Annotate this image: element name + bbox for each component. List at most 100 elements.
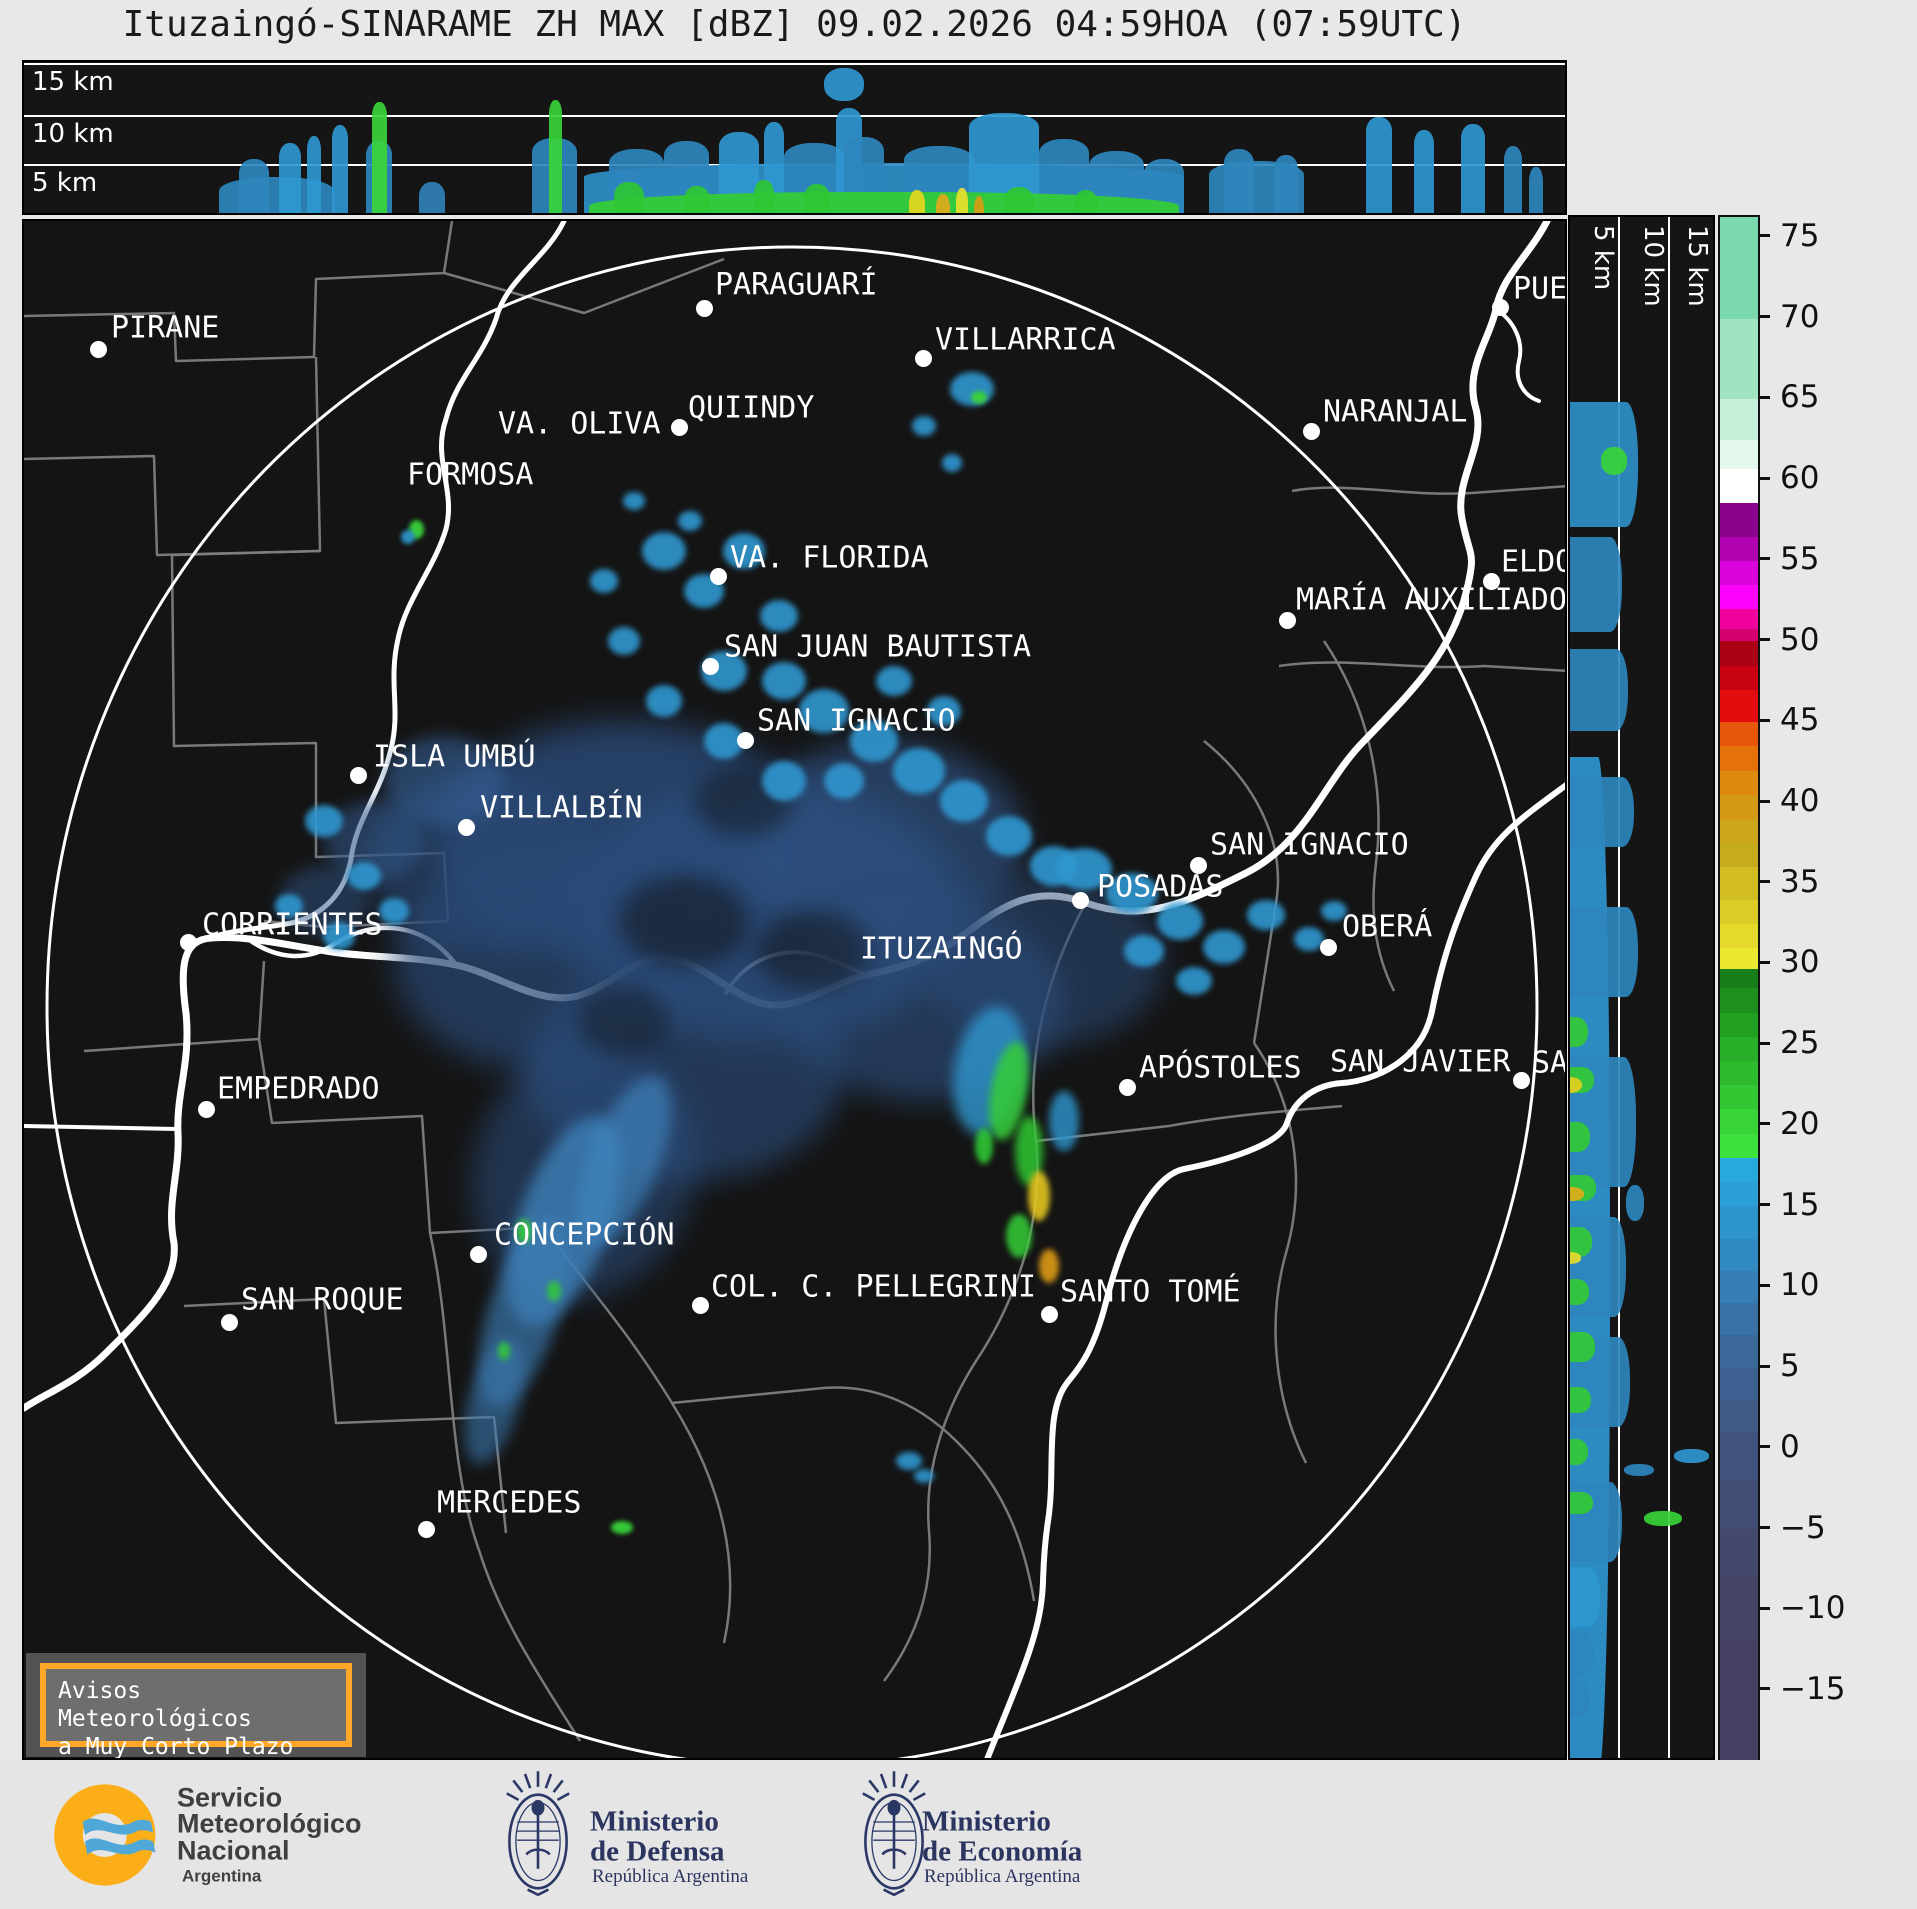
city-label-san-roque: SAN ROQUE	[241, 1282, 404, 1318]
colorbar-segment	[1720, 1642, 1758, 1762]
city-label-va-florida: VA. FLORIDA	[730, 540, 929, 576]
smn-text-line2: Meteorológico	[177, 1808, 362, 1839]
colorbar-segment	[1720, 468, 1758, 503]
right-profile-bar	[1570, 1279, 1589, 1305]
echo-blob	[623, 492, 645, 510]
city-label-obera: OBERÁ	[1342, 909, 1433, 945]
echo-blob	[347, 862, 381, 890]
colorbar-tick-label: −5	[1780, 1509, 1826, 1546]
colorbar-segment	[1720, 843, 1758, 868]
echo-blob	[498, 1342, 510, 1360]
top-profile-bar	[1074, 190, 1098, 213]
colorbar-segment	[1720, 1133, 1758, 1158]
top-profile-echoes	[24, 62, 1565, 213]
colorbar-segment	[1720, 1399, 1758, 1433]
footer: Servicio Meteorológico Nacional Argentin…	[0, 1760, 1917, 1909]
colorbar-segment	[1720, 1036, 1758, 1062]
right-profile-bar	[1570, 1439, 1588, 1465]
colorbar-segment	[1720, 1303, 1758, 1336]
city-label-corrientes: CORRIENTES	[202, 907, 383, 943]
right-10km-line	[1668, 217, 1670, 1758]
right-profile-panel: 5 km 10 km 15 km	[1568, 215, 1715, 1760]
right-height-label-15km: 15 km	[1682, 225, 1712, 307]
city-dot-obera	[1319, 938, 1337, 956]
city-label-villarrica: VILLARRICA	[935, 322, 1116, 358]
smn-text-line4: Argentina	[182, 1866, 262, 1886]
colorbar-tick-label: 0	[1780, 1428, 1800, 1465]
colorbar-tick	[1758, 1687, 1770, 1691]
top-profile-bar	[804, 184, 830, 213]
smn-logo-wave-2	[85, 1838, 156, 1855]
colorbar-segment	[1720, 439, 1758, 469]
right-profile-bar	[1570, 1122, 1590, 1152]
echo-blob	[1203, 930, 1245, 964]
top-profile-bar	[614, 182, 644, 213]
colorbar-tick-label: 25	[1780, 1025, 1820, 1062]
city-label-empedrado: EMPEDRADO	[217, 1071, 380, 1107]
alert-box: Avisos Meteorológicos a Muy Corto Plazo	[26, 1653, 366, 1758]
colorbar-segment	[1720, 899, 1758, 924]
map-panel: PIRANE PARAGUARÍ VILLARRICA QUIINDY VA. OLIV…	[22, 219, 1567, 1760]
right-profile-bar	[1570, 1227, 1592, 1257]
colorbar-segment	[1720, 609, 1758, 629]
colorbar-tick	[1758, 1526, 1770, 1530]
city-dot-villarrica	[914, 349, 932, 367]
top-profile-bar	[1414, 130, 1434, 213]
colorbar-segment	[1720, 1432, 1758, 1481]
colorbar-segment	[1720, 794, 1758, 819]
colorbar-tick	[1758, 880, 1770, 884]
echo-blob	[1006, 1214, 1032, 1258]
border-path	[257, 960, 266, 1040]
city-dot-villalbin	[457, 818, 475, 836]
echo-blob	[1056, 848, 1112, 890]
echo-blob	[619, 876, 749, 966]
colorbar-tick	[1758, 1606, 1770, 1610]
echo-blob	[896, 1452, 922, 1470]
colorbar-segment	[1720, 399, 1758, 440]
colorbar-segment	[1720, 818, 1758, 844]
colorbar-segment	[1720, 923, 1758, 949]
colorbar-segment	[1720, 665, 1758, 690]
city-label-col-c-pellegrini: COL. C. PELLEGRINI	[711, 1269, 1037, 1305]
echo-blob	[516, 1219, 532, 1243]
city-label-apostoles: APÓSTOLES	[1139, 1050, 1302, 1086]
right-height-label-5km: 5 km	[1588, 225, 1618, 291]
colorbar-tick-label: 30	[1780, 944, 1820, 981]
right-profile-bar	[1570, 1632, 1594, 1677]
range-ring	[45, 245, 1539, 1758]
echo-blob	[547, 1281, 561, 1301]
colorbar-segment	[1720, 1012, 1758, 1037]
echo-blob	[401, 530, 415, 544]
city-label-sai: SAI	[1532, 1045, 1567, 1081]
colorbar-segment	[1720, 746, 1758, 771]
echo-blob	[824, 763, 864, 799]
top-profile-bar	[824, 68, 864, 102]
border-path	[1322, 640, 1396, 992]
border-path	[671, 1386, 1036, 1602]
colorbar-segment	[1720, 1206, 1758, 1239]
echo-blob	[579, 986, 669, 1056]
economia-subtitle: República Argentina	[924, 1866, 1081, 1887]
city-dot-naranjal	[1302, 422, 1320, 440]
city-dot-san-ignacio-py	[736, 731, 754, 749]
colorbar-tick-label: 60	[1780, 460, 1820, 497]
right-profile-bar	[1626, 1185, 1644, 1221]
colorbar-segment	[1720, 1182, 1758, 1207]
echo-blob	[1294, 927, 1324, 951]
top-height-label-5km: 5 km	[32, 168, 98, 198]
defensa-crest-icon	[505, 1770, 571, 1897]
echo-blob	[1247, 900, 1285, 930]
top-profile-bar	[372, 102, 387, 213]
top-height-label-15km: 15 km	[32, 67, 114, 97]
top-profile-bar	[1366, 116, 1392, 213]
colorbar-tick	[1758, 1364, 1770, 1368]
echo-blob	[914, 1469, 934, 1483]
city-label-posadas: POSADAS	[1097, 869, 1224, 905]
river-path	[984, 782, 1565, 1758]
city-label-paraguari: PARAGUARÍ	[715, 267, 878, 303]
alert-line-1: Avisos Meteorológicos	[58, 1678, 252, 1732]
city-label-san-javier: SAN JAVIER	[1330, 1044, 1511, 1080]
top-profile-bar	[1529, 166, 1543, 213]
top-profile-bar	[332, 125, 348, 213]
right-height-label-10km: 10 km	[1638, 225, 1668, 307]
